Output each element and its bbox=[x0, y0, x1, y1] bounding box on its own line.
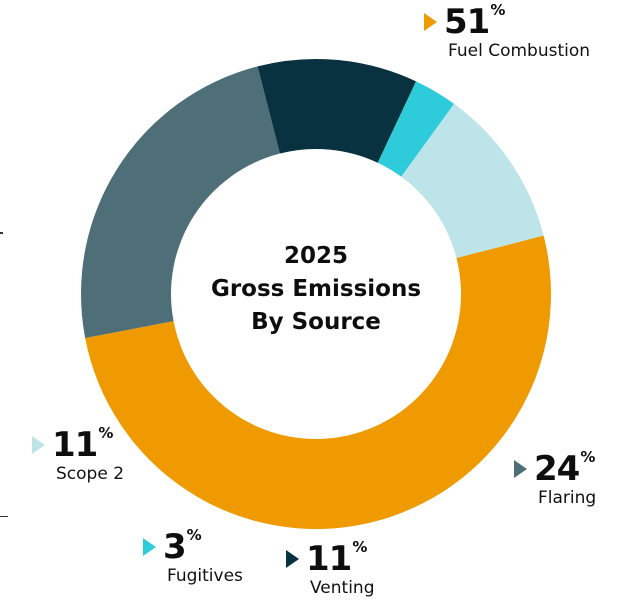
pointer-triangle-icon bbox=[424, 13, 437, 31]
pointer-triangle-icon bbox=[514, 460, 527, 478]
callout-flaring: 24% Flaring bbox=[514, 448, 597, 508]
slice-label-venting: Venting bbox=[310, 578, 375, 598]
slice-value-venting: 11 bbox=[306, 539, 352, 579]
percent-sign: % bbox=[98, 424, 114, 442]
pointer-triangle-icon bbox=[143, 538, 156, 556]
slice-fuel-combustion bbox=[85, 235, 551, 529]
percent-sign: % bbox=[352, 538, 368, 556]
slice-label-flaring: Flaring bbox=[538, 488, 597, 508]
callout-scope-2: 11% Scope 2 bbox=[32, 424, 125, 484]
donut-slices bbox=[80, 58, 551, 529]
chart-title-line-2: Gross Emissions bbox=[211, 276, 421, 302]
slice-flaring bbox=[80, 66, 280, 339]
chart-title-line-3: By Source bbox=[251, 309, 381, 335]
slice-value-flaring: 24 bbox=[534, 449, 580, 489]
pointer-triangle-icon bbox=[286, 550, 299, 568]
pointer-triangle-icon bbox=[32, 436, 45, 454]
slice-value-scope-2: 11 bbox=[52, 425, 98, 465]
slice-label-fuel-combustion: Fuel Combustion bbox=[448, 41, 591, 61]
slice-venting bbox=[257, 58, 417, 163]
edge-mark-top bbox=[0, 232, 3, 234]
edge-mark-bottom bbox=[0, 516, 8, 517]
callout-fugitives: 3% Fugitives bbox=[143, 526, 243, 586]
slice-label-fugitives: Fugitives bbox=[167, 566, 243, 586]
slice-value-fugitives: 3 bbox=[163, 527, 187, 567]
percent-sign: % bbox=[186, 526, 202, 544]
callout-venting: 11% Venting bbox=[286, 538, 375, 598]
chart-title-line-1: 2025 bbox=[284, 243, 348, 269]
slice-label-scope-2: Scope 2 bbox=[56, 464, 125, 484]
callout-fuel-combustion: 51% Fuel Combustion bbox=[424, 1, 591, 61]
slice-scope-2 bbox=[401, 103, 544, 258]
percent-sign: % bbox=[490, 1, 506, 19]
slice-value-fuel-combustion: 51 bbox=[444, 2, 490, 42]
slice-fugitives bbox=[377, 81, 455, 177]
percent-sign: % bbox=[580, 448, 596, 466]
